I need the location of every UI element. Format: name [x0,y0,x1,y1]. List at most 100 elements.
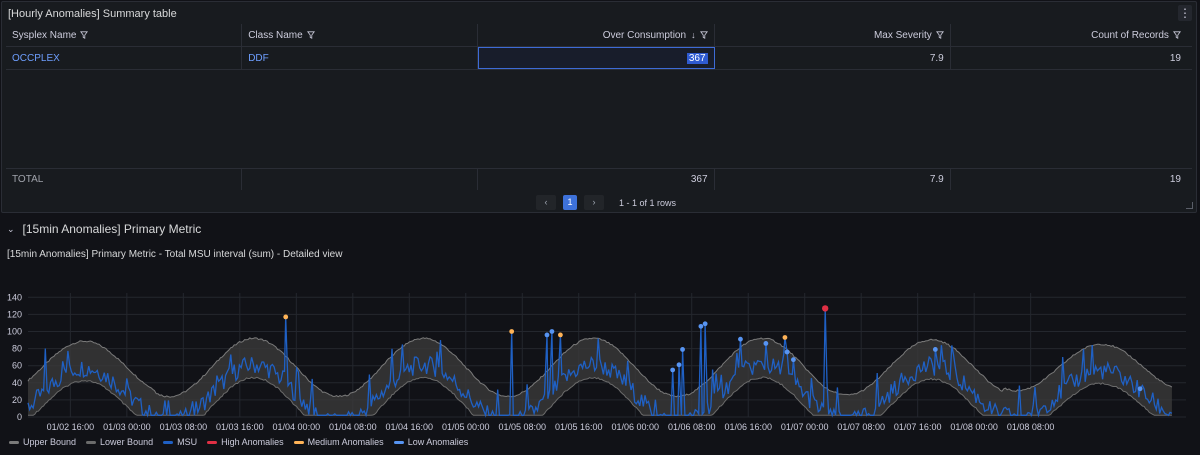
cell-max-severity[interactable]: 7.9 [715,47,951,69]
legend-label: MSU [177,437,198,447]
filter-icon[interactable] [80,31,89,39]
lower-bound-line [28,376,1172,416]
x-tick-label: 01/04 16:00 [386,422,434,432]
primary-metric-chart-panel: [15min Anomalies] Primary Metric - Total… [0,243,1200,455]
total-empty-cell [242,169,479,190]
resize-handle-icon[interactable] [1186,202,1193,209]
anomaly-point [932,347,938,352]
cell-class-name-link[interactable]: DDF [242,47,479,69]
x-tick-label: 01/05 08:00 [498,422,546,432]
cell-sysplex-name-link[interactable]: OCCPLEX [6,47,243,69]
x-tick-label: 01/07 08:00 [837,422,885,432]
anomaly-point [702,321,708,327]
table-header-row: Sysplex Name Class Name Over Consumption… [6,24,1192,47]
selected-value: 367 [686,52,708,64]
legend-swatch [393,440,404,444]
filter-icon[interactable] [699,31,708,39]
anomaly-point [670,367,676,373]
msu-line [27,308,1173,418]
legend-label: High Anomalies [221,437,284,447]
anomaly-point [784,349,790,355]
legend-swatch [163,440,174,444]
x-tick-label: 01/07 16:00 [894,422,942,432]
column-header-max-severity[interactable]: Max Severity [715,24,951,46]
total-over-consumption: 367 [478,169,715,190]
y-tick-label: 40 [12,378,22,388]
bound-band [28,337,1172,416]
anomaly-point [283,314,289,320]
filter-icon[interactable] [1172,31,1181,39]
y-tick-label: 80 [12,344,22,354]
y-tick-label: 120 [7,309,22,319]
table-row: OCCPLEX DDF 367 7.9 19 [6,47,1192,70]
column-header-over-consumption[interactable]: Over Consumption ↓ [478,24,715,46]
x-tick-label: 01/04 00:00 [273,422,321,432]
total-max-severity: 7.9 [715,169,951,190]
legend-label: Medium Anomalies [307,437,384,447]
cell-count-of-records[interactable]: 19 [1169,52,1181,64]
anomaly-point [791,357,796,363]
filter-icon[interactable] [306,31,315,39]
anomaly-point [698,323,704,329]
legend-label: Upper Bound [23,437,77,447]
page-1-button[interactable]: 1 [563,195,577,210]
legend-item[interactable]: MSU [163,437,197,447]
upper-bound-line [27,337,1173,398]
anomaly-point [509,329,515,334]
legend-label: Low Anomalies [407,437,469,447]
anomaly-point [557,332,563,338]
cell-over-consumption[interactable]: 367 [478,47,715,69]
sort-descending-icon[interactable]: ↓ [691,30,696,40]
row-group-title: [15min Anomalies] Primary Metric [22,222,202,236]
panel-menu-icon[interactable]: ⋮ [1178,5,1192,21]
time-series-chart[interactable]: 0 20 40 60 80 100 120 140 01/02 16:00 01/03 00:00… [0,243,1200,455]
anomaly-point [738,336,743,342]
chart-title: [15min Anomalies] Primary Metric - Total… [7,249,343,260]
x-tick-label: 01/05 16:00 [555,422,603,432]
legend-swatch [9,440,19,444]
summary-table-panel: [Hourly Anomalies] Summary table ⋮ Syspl… [1,1,1197,213]
x-tick-label: 01/06 08:00 [668,422,716,432]
x-tick-label: 01/03 00:00 [103,422,151,432]
chart-legend: Upper Bound Lower Bound MSU High Anomalies M… [9,437,468,447]
anomaly-point [763,341,769,346]
legend-label: Lower Bound [100,437,154,447]
summary-table: Sysplex Name Class Name Over Consumption… [6,24,1192,70]
x-tick-label: 01/03 16:00 [216,422,264,432]
filter-icon[interactable] [935,31,944,39]
anomaly-point [544,332,550,338]
previous-page-button[interactable]: ‹ [536,195,556,210]
x-tick-label: 01/08 00:00 [950,422,998,432]
x-tick-label: 01/06 00:00 [611,422,659,432]
legend-swatch [86,440,97,444]
x-tick-label: 01/03 08:00 [160,422,208,432]
column-header-class-name[interactable]: Class Name [242,24,479,46]
legend-swatch [293,440,304,444]
legend-item[interactable]: Lower Bound [86,437,153,447]
chevron-down-icon[interactable]: ⌄ [7,223,15,234]
row-group-header[interactable]: ⌄ [15min Anomalies] Primary Metric [7,222,201,236]
y-tick-label: 140 [7,292,22,302]
legend-item[interactable]: Medium Anomalies [293,437,384,447]
x-tick-label: 01/07 00:00 [781,422,829,432]
column-header-count-of-records[interactable]: Count of Records [951,24,1187,46]
y-tick-label: 20 [12,395,22,405]
legend-item[interactable]: Low Anomalies [393,437,469,447]
anomaly-point [1137,386,1143,392]
anomaly-point [680,347,685,352]
panel-title: [Hourly Anomalies] Summary table [8,8,177,20]
table-total-row: TOTAL 367 7.9 19 [6,168,1192,190]
y-tick-label: 100 [7,326,22,336]
legend-swatch [207,440,218,444]
x-tick-label: 01/06 16:00 [724,422,772,432]
total-count: 19 [1169,174,1181,185]
pagination: ‹ 1 › 1 - 1 of 1 rows [536,195,676,210]
anomaly-point [549,329,555,334]
column-header-sysplex-name[interactable]: Sysplex Name [6,24,243,46]
legend-item[interactable]: Upper Bound [9,437,76,447]
legend-item[interactable]: High Anomalies [207,437,284,447]
y-tick-label: 60 [12,361,22,371]
x-tick-label: 01/04 08:00 [329,422,377,432]
next-page-button[interactable]: › [584,195,604,210]
total-label: TOTAL [6,169,243,190]
